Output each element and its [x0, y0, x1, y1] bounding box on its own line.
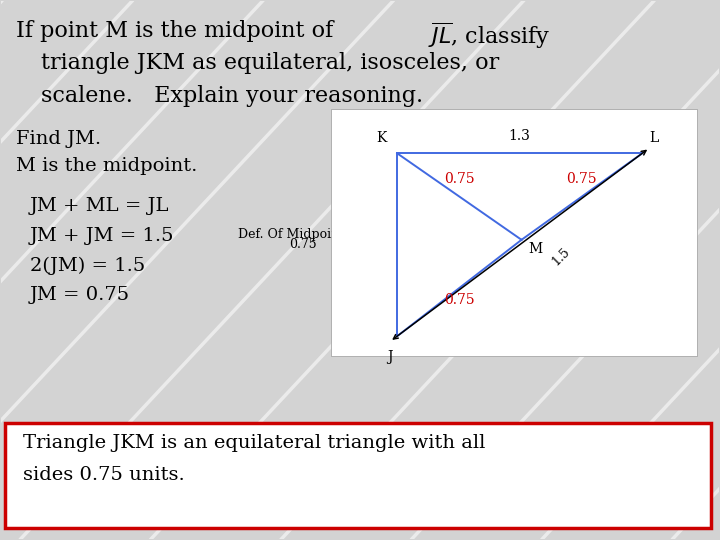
Text: K: K: [376, 131, 387, 145]
Text: Find JM.: Find JM.: [16, 130, 101, 148]
Text: 0.75: 0.75: [444, 293, 474, 307]
Text: L: L: [649, 131, 659, 145]
Text: 1.5: 1.5: [549, 245, 572, 268]
Text: Triangle JKM is an equilateral triangle with all: Triangle JKM is an equilateral triangle …: [23, 434, 485, 452]
Text: sides 0.75 units.: sides 0.75 units.: [23, 466, 184, 484]
FancyBboxPatch shape: [5, 423, 711, 528]
Text: M: M: [528, 242, 543, 256]
Text: triangle JKM as equilateral, isosceles, or: triangle JKM as equilateral, isosceles, …: [41, 52, 499, 75]
Text: $\overline{JL}$, classify: $\overline{JL}$, classify: [428, 20, 551, 51]
Text: 0.75: 0.75: [289, 238, 317, 251]
Text: scalene.   Explain your reasoning.: scalene. Explain your reasoning.: [41, 85, 423, 107]
Text: JM + JM = 1.5: JM + JM = 1.5: [30, 227, 174, 245]
Text: 1.3: 1.3: [509, 129, 531, 143]
Text: 2(JM) = 1.5: 2(JM) = 1.5: [30, 256, 145, 275]
Text: Def. Of Midpoint: Def. Of Midpoint: [238, 228, 344, 241]
Text: If point M is the midpoint of: If point M is the midpoint of: [16, 20, 340, 42]
Bar: [331, 109, 697, 356]
Text: 0.75: 0.75: [444, 172, 474, 186]
Text: JM + ML = JL: JM + ML = JL: [30, 198, 170, 215]
Text: J: J: [387, 349, 392, 363]
Text: 0.75: 0.75: [567, 172, 597, 186]
Text: JM = 0.75: JM = 0.75: [30, 286, 130, 304]
Text: M is the midpoint.: M is the midpoint.: [16, 157, 197, 175]
